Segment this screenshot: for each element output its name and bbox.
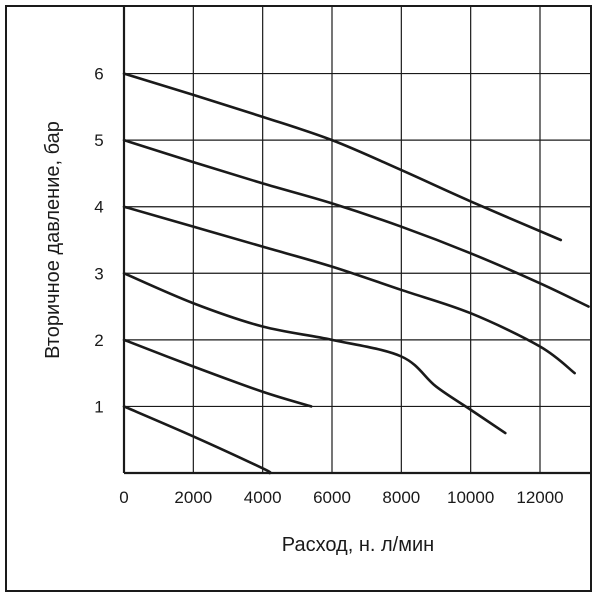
chart-frame [5, 5, 592, 592]
y-tick-label: 2 [94, 331, 103, 350]
x-tick-label: 0 [119, 488, 128, 507]
y-axis-title: Вторичное давление, бар [42, 121, 64, 359]
pressure-curve-1 [122, 405, 272, 475]
x-tick-label: 4000 [244, 488, 282, 507]
y-tick-label: 5 [94, 131, 103, 150]
y-tick-label: 6 [94, 65, 103, 84]
y-tick-label: 1 [94, 397, 103, 416]
x-axis-title: Расход, н. л/мин [282, 534, 434, 556]
chart-curves [122, 72, 590, 475]
grid-lines [122, 7, 592, 475]
pressure-curve-4 [122, 205, 576, 375]
y-tick-label: 4 [94, 198, 103, 217]
pressure-curve-5 [122, 138, 590, 308]
x-tick-label: 12000 [516, 488, 563, 507]
y-tick-label: 3 [94, 264, 103, 283]
x-tick-label: 6000 [313, 488, 351, 507]
x-tick-label: 10000 [447, 488, 494, 507]
x-tick-label: 2000 [174, 488, 212, 507]
pressure-curve-6 [122, 72, 563, 242]
x-tick-label: 8000 [382, 488, 420, 507]
pressure-curve-2 [122, 338, 313, 408]
x-axis-ticks: 0 2000 4000 6000 8000 10000 12000 [119, 488, 563, 507]
pressure-curve-3 [122, 271, 507, 435]
y-axis-ticks: 1 2 3 4 5 6 [94, 65, 103, 417]
